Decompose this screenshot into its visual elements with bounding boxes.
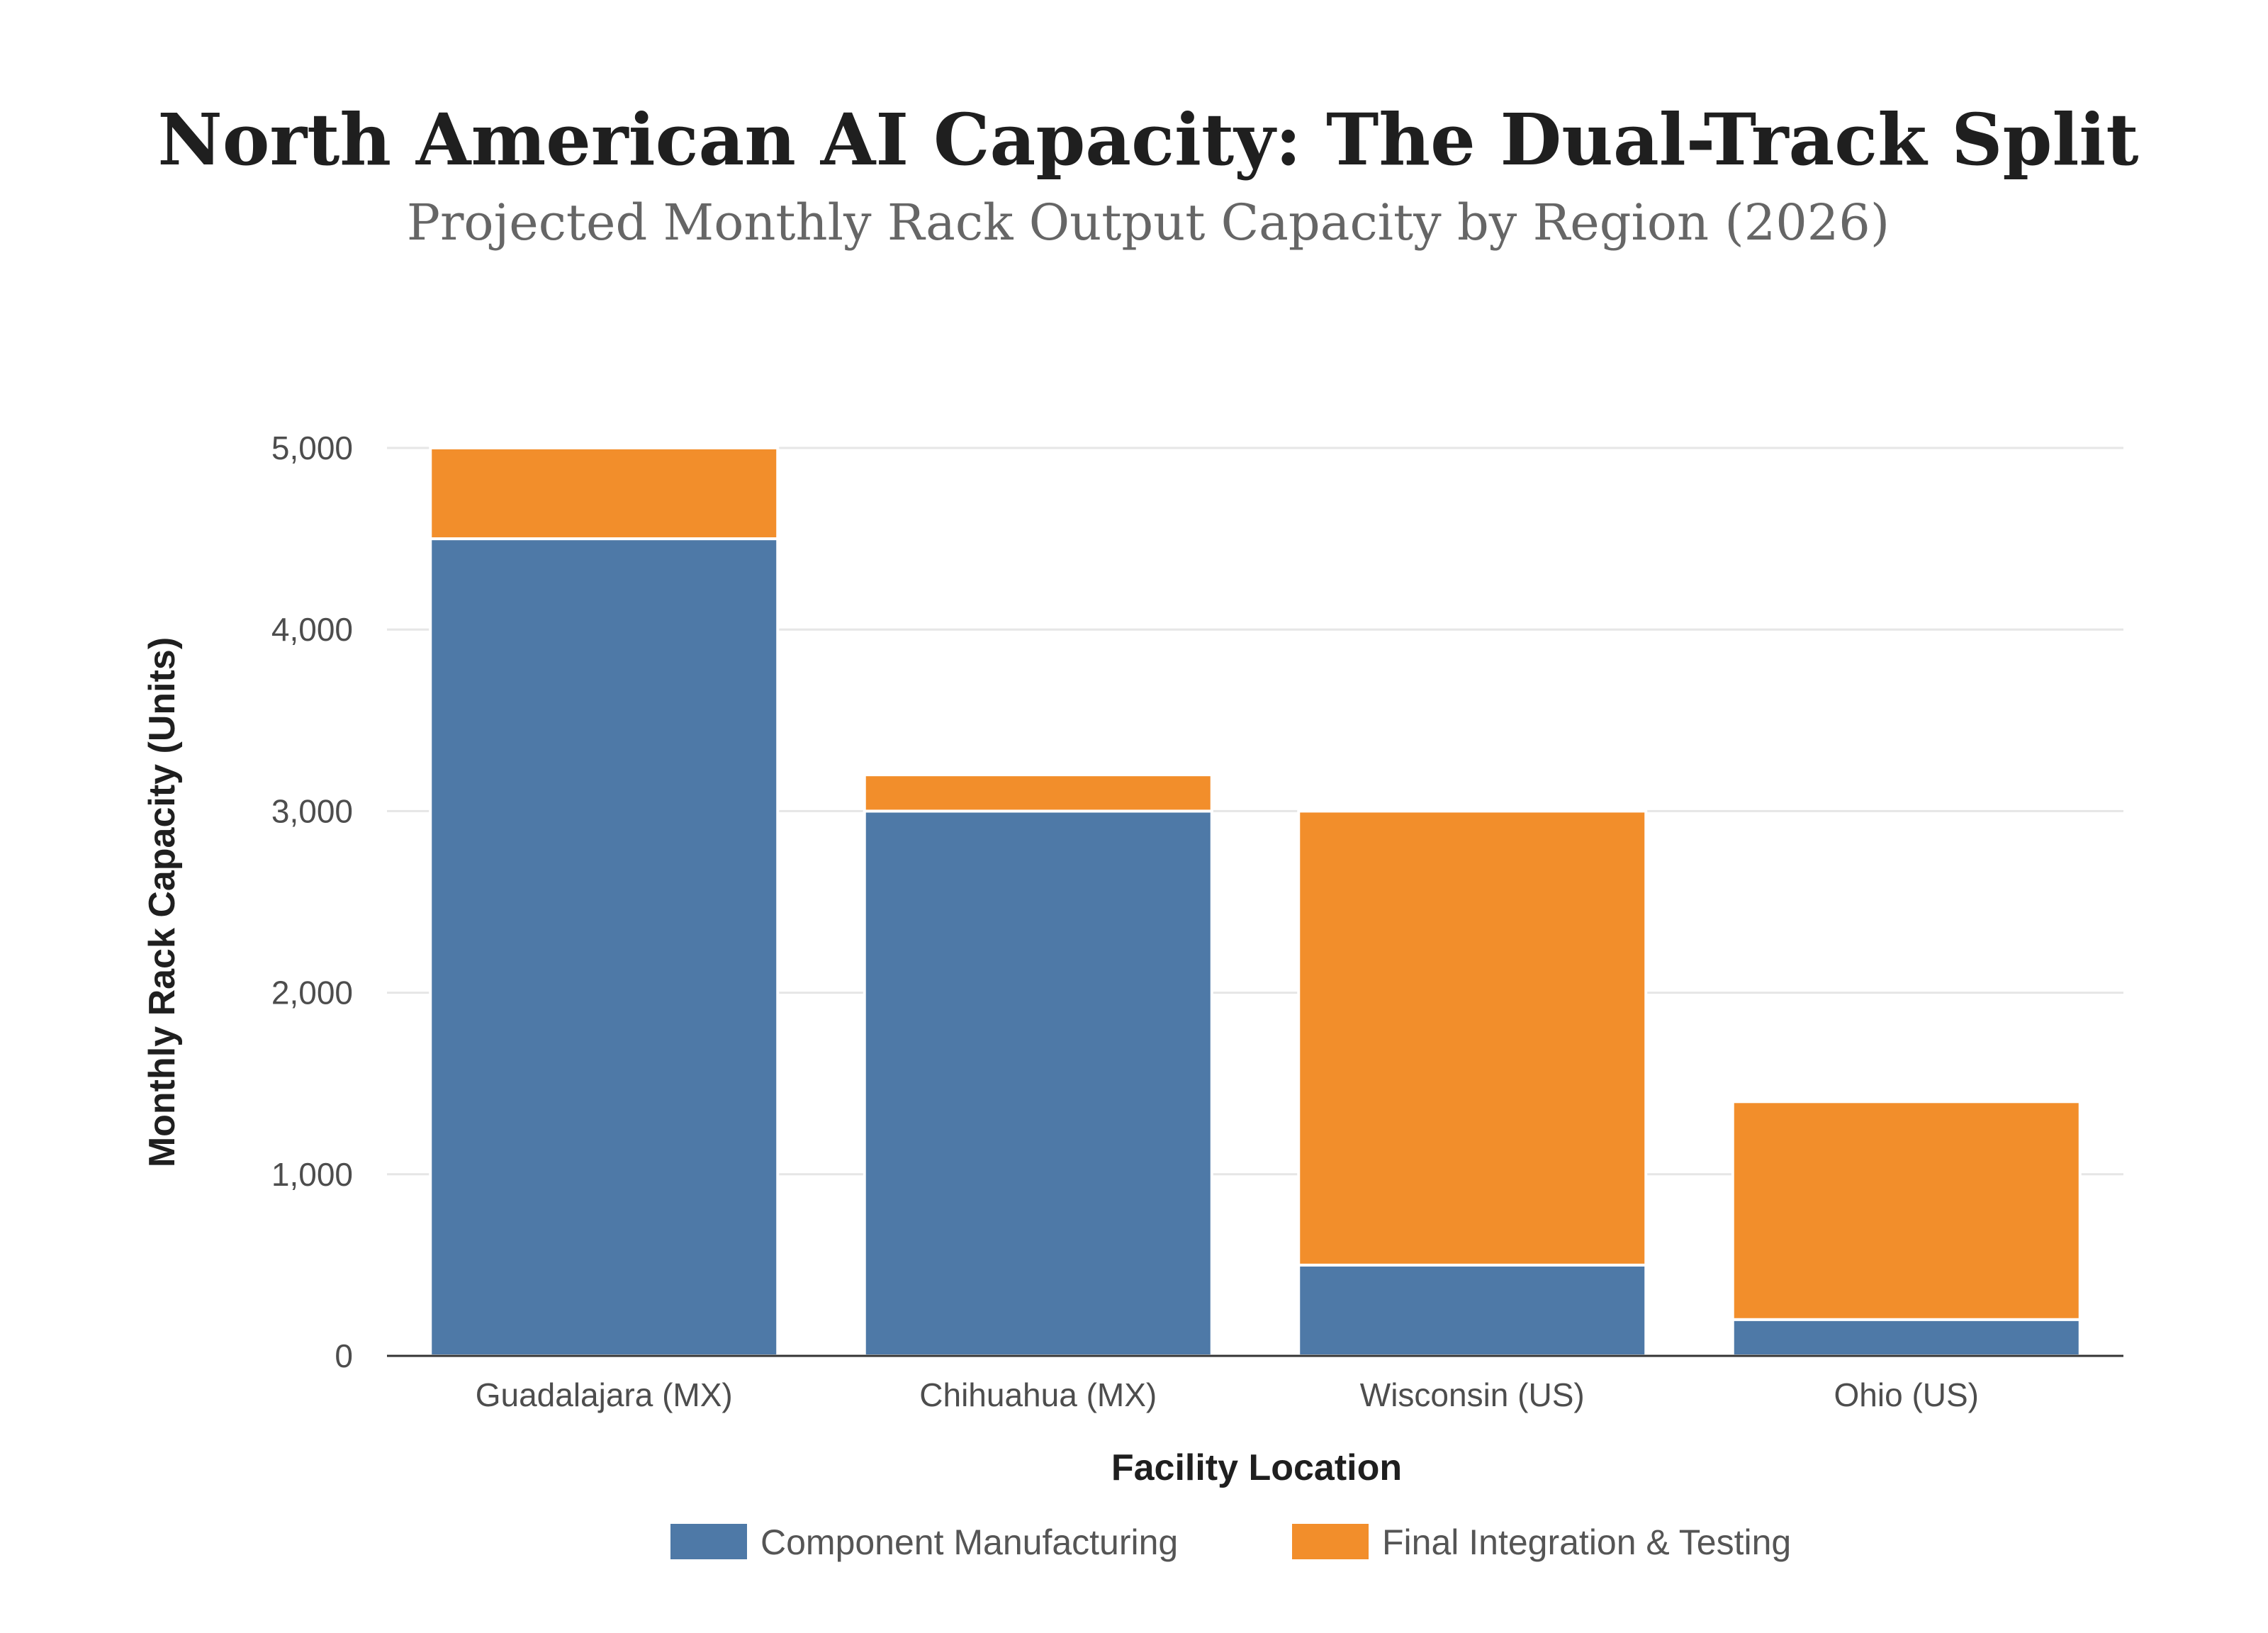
- bar-segment: [1297, 1263, 1648, 1358]
- x-tick-label: Ohio (US): [1834, 1376, 1979, 1413]
- legend: Component Manufacturing Final Integration…: [670, 1522, 1791, 1562]
- y-tick-label: 4,000: [271, 611, 353, 648]
- x-tick-label: Wisconsin (US): [1360, 1376, 1585, 1413]
- bar-segment: [429, 447, 780, 541]
- y-tick-label: 5,000: [271, 430, 353, 466]
- x-axis-title: Facility Location: [1111, 1447, 1402, 1488]
- legend-label: Component Manufacturing: [760, 1522, 1178, 1562]
- x-tick-label: Chihuahua (MX): [919, 1376, 1157, 1413]
- bar-segment: [1731, 1100, 2082, 1321]
- legend-swatch: [670, 1524, 747, 1559]
- y-tick-label: 2,000: [271, 975, 353, 1011]
- legend-label: Final Integration & Testing: [1382, 1522, 1791, 1562]
- bar-segment: [1731, 1318, 2082, 1358]
- y-axis-title: Monthly Rack Capacity (Units): [142, 637, 183, 1167]
- bar-segment: [863, 773, 1213, 813]
- chart-subtitle: Projected Monthly Rack Output Capacity b…: [407, 193, 1890, 252]
- chart-title: North American AI Capacity: The Dual-Tra…: [157, 98, 2138, 181]
- y-tick-label: 0: [335, 1337, 353, 1374]
- y-tick-label: 3,000: [271, 792, 353, 829]
- bars: [429, 447, 2082, 1358]
- y-tick-labels: 0 1,000 2,000 3,000 4,000 5,000: [271, 430, 353, 1374]
- bar-segment: [863, 809, 1213, 1357]
- x-tick-labels: Guadalajara (MX) Chihuahua (MX) Wisconsin …: [476, 1376, 1979, 1413]
- x-tick-label: Guadalajara (MX): [476, 1376, 733, 1413]
- bar-segment: [429, 537, 780, 1357]
- y-tick-label: 1,000: [271, 1156, 353, 1193]
- bar-segment: [1297, 809, 1648, 1267]
- legend-swatch: [1292, 1524, 1369, 1559]
